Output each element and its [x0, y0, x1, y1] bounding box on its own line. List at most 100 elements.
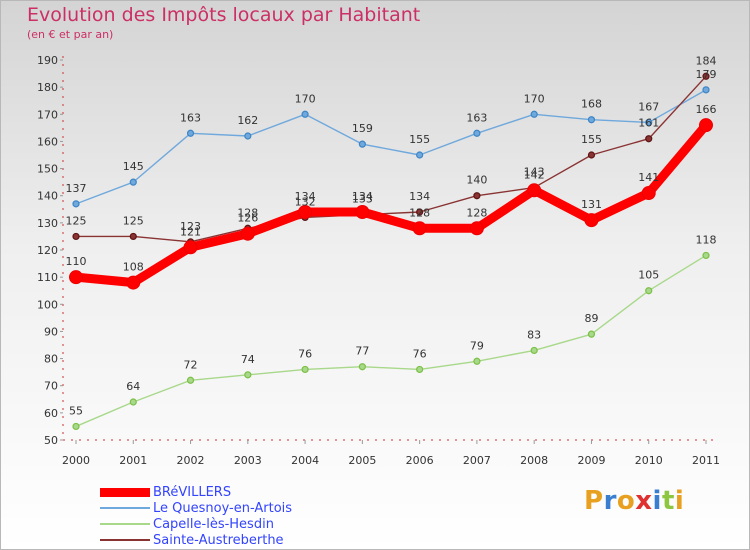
data-label-1: 137 — [66, 182, 87, 195]
y-tick-label: 170 — [37, 108, 58, 121]
y-tick-label: 50 — [44, 434, 58, 447]
logo-letter: P — [584, 486, 604, 516]
series-point-3 — [416, 208, 424, 216]
legend-item: BRéVILLERS — [100, 484, 292, 500]
data-label-3: 155 — [581, 133, 602, 146]
series-point-0 — [240, 226, 255, 241]
data-label-0: 166 — [696, 103, 717, 116]
series-line-3 — [75, 75, 707, 243]
series-point-2 — [358, 363, 366, 371]
series-point-0 — [412, 221, 427, 236]
data-label-3: 134 — [409, 190, 430, 203]
series-point-1 — [72, 200, 80, 208]
series-point-0 — [641, 186, 656, 200]
data-label-2: 89 — [584, 312, 598, 325]
data-label-2: 76 — [413, 347, 427, 360]
series-point-1 — [416, 151, 424, 159]
data-label-3: 143 — [524, 166, 545, 179]
x-tick-label: 2010 — [635, 454, 663, 467]
series-point-1 — [587, 116, 596, 124]
data-label-3: 132 — [295, 195, 316, 208]
data-label-2: 76 — [298, 347, 312, 360]
y-tick-label: 60 — [44, 407, 58, 420]
series-point-0 — [699, 118, 713, 133]
series-point-2 — [301, 365, 309, 374]
data-label-2: 74 — [241, 353, 255, 366]
series-point-0 — [527, 183, 542, 198]
data-label-0: 134 — [295, 190, 316, 203]
x-tick-label: 2002 — [177, 454, 205, 467]
logo-letter: i — [652, 486, 662, 516]
data-label-1: 163 — [466, 111, 487, 124]
data-label-3: 128 — [237, 206, 258, 219]
series-point-2 — [244, 371, 252, 379]
chart-title: Evolution des Impôts locaux par Habitant — [27, 4, 421, 26]
data-label-3: 184 — [696, 54, 717, 67]
data-label-2: 83 — [527, 328, 541, 341]
series-point-2 — [72, 422, 80, 431]
x-tick-label: 2004 — [291, 454, 319, 467]
legend-label: Le Quesnoy-en-Artois — [153, 500, 293, 516]
data-label-0: 128 — [409, 206, 430, 219]
series-point-3 — [473, 192, 481, 200]
data-label-1: 167 — [638, 100, 659, 113]
chart-axes: 50 60 70 80 90 100 110 120 130 140 150 160 170 180 190… — [37, 54, 720, 467]
data-label-1: 179 — [696, 68, 717, 81]
y-tick-label: 140 — [37, 190, 58, 203]
series-point-1 — [473, 129, 481, 137]
chart-subtitle: (en € et par an) — [27, 28, 114, 41]
series-point-2 — [186, 376, 195, 384]
data-label-2: 55 — [69, 404, 83, 417]
data-label-1: 170 — [524, 92, 545, 105]
y-tick-label: 70 — [44, 380, 58, 393]
data-label-0: 134 — [352, 190, 373, 203]
logo-letter: t — [661, 486, 675, 516]
x-tick-label: 2005 — [348, 454, 376, 467]
x-tick-label: 2003 — [234, 454, 262, 467]
series-point-0 — [584, 213, 599, 228]
data-label-1: 170 — [295, 92, 316, 105]
series-line-0 — [71, 120, 711, 288]
y-tick-label: 110 — [37, 271, 58, 284]
legend-swatch — [100, 539, 150, 541]
legend-swatch — [100, 507, 150, 509]
series-point-2 — [473, 357, 481, 365]
series-point-0 — [298, 205, 313, 219]
y-tick-label: 130 — [37, 217, 58, 230]
series-point-0 — [355, 205, 370, 219]
series-line-1 — [75, 89, 707, 205]
data-label-0: 128 — [466, 206, 487, 219]
series-point-0 — [69, 270, 83, 285]
data-label-0: 108 — [123, 261, 144, 274]
x-tick-label: 2008 — [520, 454, 548, 467]
data-label-3: 123 — [180, 220, 201, 233]
series-point-1 — [301, 110, 309, 118]
series-point-0 — [469, 221, 484, 236]
chart-data-labels: 110 108 121 126 134 134 128 128 142 131 141 166 137 1… — [66, 54, 717, 417]
y-tick-label: 90 — [44, 325, 58, 338]
legend-label: Capelle-lès-Hesdin — [153, 516, 274, 532]
series-point-1 — [530, 110, 538, 118]
series-point-3 — [72, 232, 80, 241]
data-label-3: 161 — [638, 117, 659, 130]
data-label-2: 64 — [126, 380, 140, 393]
series-point-1 — [244, 132, 252, 140]
series-point-1 — [129, 178, 137, 186]
proxiti-logo: Proxiti — [584, 486, 684, 516]
data-label-0: 131 — [581, 198, 602, 211]
series-point-3 — [645, 135, 653, 143]
logo-letter: o — [616, 486, 636, 516]
data-label-0: 110 — [66, 255, 87, 268]
y-tick-label: 160 — [37, 135, 58, 148]
series-point-2 — [645, 287, 653, 295]
chart-series — [69, 72, 713, 431]
x-tick-label: 2001 — [119, 454, 147, 467]
series-line-2 — [75, 254, 707, 428]
x-tick-label: 2007 — [463, 454, 491, 467]
data-label-1: 159 — [352, 122, 373, 135]
data-label-1: 155 — [409, 133, 430, 146]
data-label-3: 133 — [352, 193, 373, 206]
data-label-1: 145 — [123, 160, 144, 173]
